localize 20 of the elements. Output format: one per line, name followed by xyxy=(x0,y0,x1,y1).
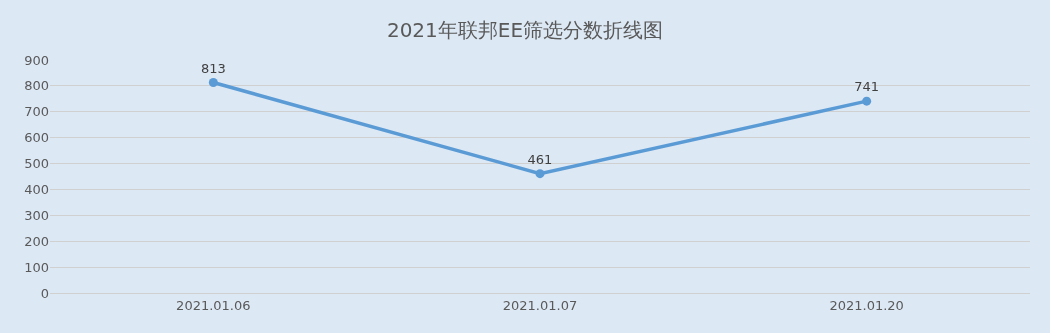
y-tick-label: 400 xyxy=(24,181,49,197)
y-tick-label: 200 xyxy=(24,233,49,249)
y-tick-label: 800 xyxy=(24,78,49,94)
y-tick-label: 0 xyxy=(40,285,49,301)
y-tick-label: 900 xyxy=(24,52,49,68)
y-tick-label: 300 xyxy=(24,207,49,223)
point xyxy=(535,169,545,179)
y-tick-label: 700 xyxy=(24,104,49,120)
y-tick-label: 100 xyxy=(24,259,49,275)
data-label: 741 xyxy=(854,79,880,95)
y-tick-label: 500 xyxy=(24,156,49,172)
x-tick-label: 2021.01.20 xyxy=(829,297,904,313)
y-tick-label: 600 xyxy=(24,130,49,146)
data-label: 813 xyxy=(200,60,226,76)
x-tick-label: 2021.01.07 xyxy=(502,297,578,313)
x-tick-label: 2021.01.06 xyxy=(176,297,251,313)
point xyxy=(208,78,218,88)
point xyxy=(862,96,872,106)
chart-title: 2021年联邦EE筛选分数折线图 xyxy=(386,18,664,43)
data-label: 461 xyxy=(527,151,553,167)
